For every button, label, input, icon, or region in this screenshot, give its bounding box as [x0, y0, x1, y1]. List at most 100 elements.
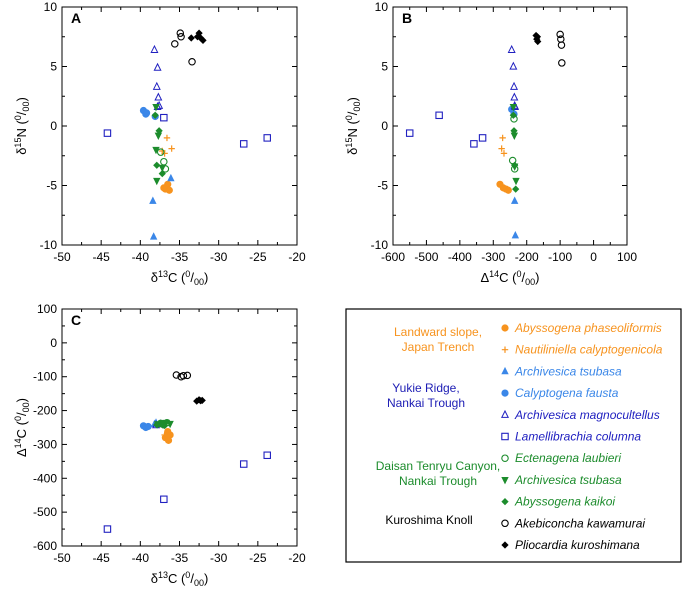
y-tick-label: -10: [371, 238, 389, 252]
series-lamellibrachia-columna: [405, 111, 487, 148]
data-point: [510, 92, 519, 101]
legend-marker-icon: [501, 366, 509, 375]
legend-marker-icon: [500, 409, 510, 418]
legend-item-label: Archivesica tsubasa: [514, 473, 622, 487]
data-point: [151, 111, 159, 119]
x-tick-label: 0: [590, 250, 597, 264]
x-tick-label: -45: [92, 250, 110, 264]
legend-marker-icon: [501, 432, 509, 441]
x-tick-label: -25: [249, 250, 267, 264]
data-point: [153, 161, 161, 169]
data-point: [500, 150, 508, 157]
data-point: [149, 232, 158, 240]
legend-item-label: Calyptogena fausta: [515, 386, 619, 400]
x-tick-label: 100: [617, 250, 637, 264]
legend-marker-icon: [501, 476, 509, 485]
x-tick-label: -45: [92, 551, 110, 565]
x-tick-label: -30: [210, 551, 228, 565]
series-archivesica-magnocultellus: [150, 44, 164, 111]
data-point: [498, 145, 505, 152]
data-point: [556, 30, 564, 39]
legend-group-label: Yukie Ridge,: [392, 381, 459, 395]
legend-item-label: Archivesica tsubasa: [514, 364, 622, 378]
x-axis-label: δ13C (0/00): [151, 570, 209, 588]
legend-group-label: Nankai Trough: [399, 474, 477, 488]
data-point: [239, 140, 248, 148]
series-archivesica-magnocultellus: [507, 44, 520, 111]
data-point: [152, 81, 161, 90]
data-point: [557, 41, 566, 49]
x-tick-label: -100: [548, 250, 572, 264]
x-tick-label: -400: [448, 250, 472, 264]
data-point: [158, 169, 166, 178]
data-point: [153, 62, 162, 71]
data-point: [172, 371, 181, 379]
series-pliocardia-kuroshimana: [532, 31, 542, 46]
data-point: [160, 157, 168, 166]
legend-group-label: Landward slope,: [394, 325, 482, 339]
data-point: [152, 146, 160, 155]
x-axis-label: Δ14C (0/00): [480, 269, 539, 287]
data-point: [152, 104, 160, 112]
data-point: [187, 34, 195, 42]
legend-group-label: Daisan Tenryu Canyon,: [376, 459, 501, 473]
y-tick-label: -200: [33, 404, 57, 418]
legend-marker-icon: [501, 346, 509, 353]
y-tick-label: -5: [377, 179, 388, 193]
data-point: [263, 134, 271, 142]
data-point: [470, 140, 478, 148]
data-point: [153, 177, 161, 186]
data-point: [435, 111, 443, 120]
x-tick-label: -50: [53, 551, 71, 565]
data-point: [144, 422, 152, 431]
data-point: [534, 37, 542, 46]
x-tick-label: -35: [171, 250, 189, 264]
y-tick-label: 10: [44, 0, 58, 14]
y-tick-label: 0: [50, 336, 57, 350]
series-pliocardia-kuroshimana: [193, 396, 206, 405]
y-tick-label: -300: [33, 437, 57, 451]
x-axis-label: δ13C (0/00): [151, 269, 209, 287]
data-point: [558, 59, 566, 67]
data-point: [239, 460, 248, 468]
y-tick-label: -400: [33, 471, 57, 485]
legend-marker-icon: [501, 541, 509, 549]
data-point: [167, 173, 175, 182]
plot-frame: [61, 6, 298, 246]
legend-item-label: Abyssogena kaikoi: [514, 495, 615, 509]
legend-item-label: Nautiliniella calyptogenicola: [515, 343, 663, 357]
legend-group-label: Kuroshima Knoll: [385, 513, 472, 527]
series-nautiliniella-calyptogenicola: [161, 430, 172, 440]
legend-item-label: Abyssogena phaseoliformis: [514, 321, 662, 335]
data-point: [499, 134, 506, 142]
legend-frame: [345, 308, 682, 563]
data-point: [507, 44, 516, 53]
legend-item-label: Archivesica magnocultellus: [514, 408, 660, 422]
y-tick-label: 10: [375, 0, 389, 14]
legend-group-label: Nankai Trough: [387, 396, 465, 410]
y-tick-label: 0: [381, 119, 388, 133]
legend-marker-icon: [501, 497, 509, 506]
data-point: [512, 177, 520, 186]
data-point: [199, 36, 207, 44]
data-point: [168, 145, 175, 152]
x-tick-label: -20: [288, 250, 306, 264]
series-archivesica-tsubasa-yukie-ridge: [149, 173, 175, 240]
series-lamellibrachia-columna: [103, 451, 271, 533]
data-point: [177, 32, 185, 41]
series-akebiconcha-kawamurai: [172, 371, 192, 381]
x-tick-label: -25: [249, 551, 267, 565]
data-point: [165, 432, 172, 440]
data-point: [179, 371, 188, 380]
data-point: [154, 132, 163, 140]
legend-item-label: Ectenagena laubieri: [515, 451, 621, 465]
data-point: [165, 186, 173, 194]
data-point: [198, 396, 206, 405]
series-nautiliniella-calyptogenicola: [159, 134, 175, 157]
data-point: [160, 113, 168, 122]
data-point: [509, 61, 518, 70]
panel-label: A: [71, 10, 81, 26]
data-point: [183, 371, 192, 380]
